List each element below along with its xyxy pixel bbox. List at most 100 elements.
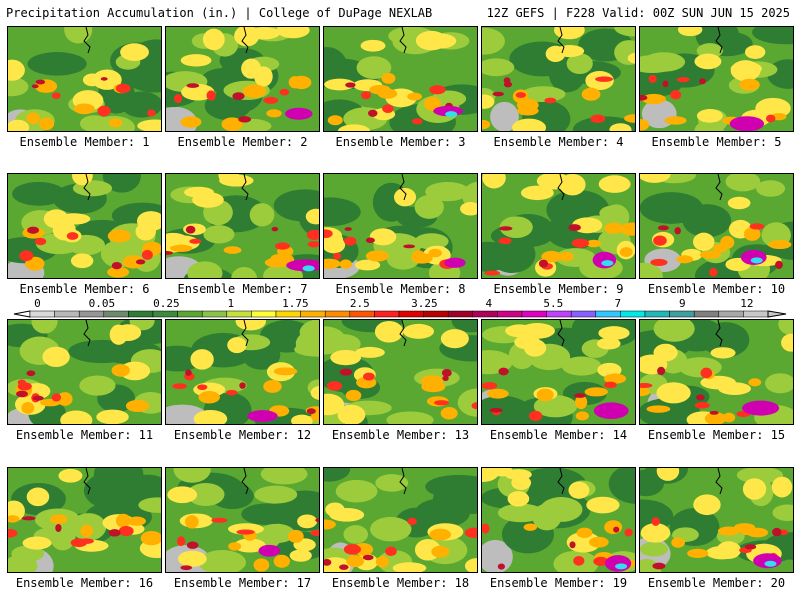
precip-contour [363,372,375,381]
precip-contour [442,375,449,382]
precip-contour [566,53,593,74]
precip-contour [743,227,761,241]
precip-contour [375,474,409,492]
precip-contour [484,270,501,276]
ensemble-panel-15 [639,319,794,425]
precip-contour [700,367,713,379]
precip-contour [451,320,477,333]
colorbar-swatch [324,310,351,318]
colorbar-swatch [226,310,252,318]
precip-contour [107,229,131,243]
precip-contour [138,497,161,513]
precip-contour [274,242,290,250]
precip-contour [337,124,371,131]
precip-contour [482,382,498,390]
precip-contour [365,250,389,262]
precip-contour [343,544,361,555]
ensemble-panel-1 [7,26,162,132]
precip-contour [381,72,396,84]
precip-contour [254,485,298,504]
precip-contour [440,329,469,349]
precip-contour [670,90,682,100]
precip-contour [653,235,667,246]
precip-contour [699,78,706,85]
colorbar-swatch [546,310,572,318]
precip-contour [122,255,144,269]
ensemble-panel-8 [323,173,478,279]
precip-contour [68,339,136,364]
precip-contour [575,395,588,410]
precip-contour [273,367,298,376]
colorbar-tick-label: 9 [679,297,686,310]
ensemble-member-label: Ensemble Member: 7 [177,282,308,296]
precip-contour [324,559,332,566]
precip-contour [345,389,362,402]
ensemble-member-label: Ensemble Member: 16 [15,576,154,590]
colorbar-swatch [447,310,474,318]
precip-contour [108,529,121,537]
precip-contour [70,253,94,269]
precip-contour [141,249,153,260]
precip-contour [730,61,762,76]
precip-contour [540,497,583,522]
precip-contour [651,517,660,526]
precip-contour [297,514,318,529]
precip-contour [242,84,267,98]
precip-contour [482,119,491,130]
ensemble-panel-4 [481,26,636,132]
precip-contour [239,382,246,389]
precip-contour [627,52,635,64]
precip-contour [614,27,635,37]
precip-contour [198,390,220,404]
precip-contour [354,259,381,271]
precip-map-14 [481,319,636,425]
precip-contour [233,538,266,553]
precip-contour [330,349,362,366]
ensemble-panel-11 [7,319,162,425]
precip-contour [434,400,450,406]
colorbar-max-arrow [767,310,787,318]
precip-contour [35,79,46,85]
precip-contour [682,204,732,238]
colorbar-min-arrow [13,310,31,318]
precip-contour [687,548,709,558]
precip-contour [339,368,353,376]
colorbar-swatch [300,310,326,318]
precip-contour [370,516,412,542]
ensemble-member-label: Ensemble Member: 13 [331,428,470,442]
precip-contour [748,378,762,387]
precip-contour [598,175,631,193]
precip-contour [335,479,378,503]
precip-contour [234,27,260,47]
precip-contour [620,222,635,236]
precip-contour [423,33,457,49]
precip-contour [66,232,79,240]
precip-contour [722,412,736,423]
precip-contour [727,196,751,210]
precip-contour [227,337,247,354]
precip-contour [108,118,123,128]
precip-contour [184,515,199,529]
precip-map-15 [639,319,794,425]
precip-contour [223,246,242,254]
precip-contour [181,83,215,101]
colorbar-swatch [521,310,547,318]
ensemble-panel-3 [323,26,478,132]
precip-contour [519,322,555,339]
ensemble-member-label: Ensemble Member: 5 [651,135,782,149]
colorbar-swatch [620,310,646,318]
precip-contour [498,367,509,376]
precip-contour [8,555,38,572]
precip-contour [781,333,793,352]
precip-contour [96,409,129,424]
coastline [557,468,565,495]
precip-contour [326,334,361,354]
precip-contour [135,259,146,265]
precip-contour [640,398,701,424]
ensemble-panel-19 [481,467,636,573]
precip-contour [657,366,666,376]
precip-contour [26,370,36,377]
precip-contour [186,483,225,507]
precip-contour [593,556,609,566]
ensemble-panel-20 [639,467,794,573]
